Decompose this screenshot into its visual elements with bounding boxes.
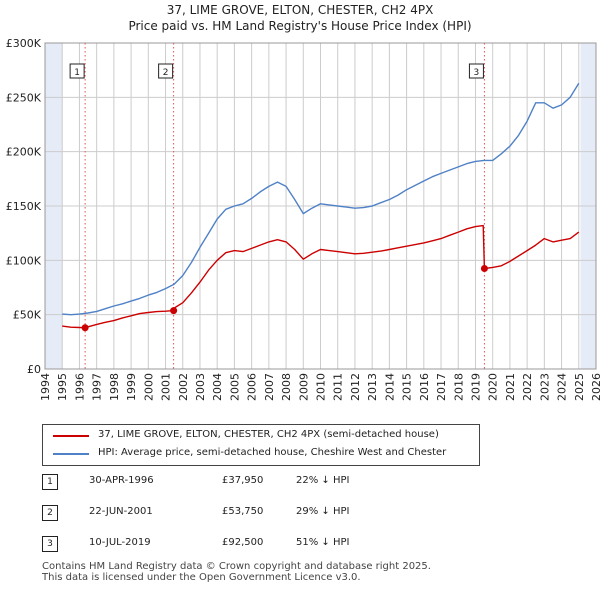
sale-2-label: 2 xyxy=(163,68,169,78)
legend: 37, LIME GROVE, ELTON, CHESTER, CH2 4PX … xyxy=(42,424,480,466)
x-tick-label: 2024 xyxy=(556,373,569,401)
x-tick-label: 2018 xyxy=(452,373,465,401)
x-tick-label: 2022 xyxy=(521,373,534,401)
property-series-line xyxy=(62,224,580,329)
x-tick-label: 2008 xyxy=(280,373,293,401)
x-tick-label: 2005 xyxy=(228,373,241,401)
x-tick-label: 2004 xyxy=(211,373,224,401)
legend-swatch-hpi xyxy=(53,453,89,455)
y-tick-label: £100K xyxy=(6,254,42,267)
y-tick-label: £200K xyxy=(6,146,42,159)
x-tick-label: 2002 xyxy=(177,373,190,401)
y-tick-label: £150K xyxy=(6,200,42,213)
transaction-marker: 3 xyxy=(42,536,58,552)
sale-1-label: 1 xyxy=(74,68,80,78)
sale-2-label-box xyxy=(158,63,174,79)
transaction-price: £37,950 xyxy=(222,475,264,486)
plot-frame xyxy=(44,42,597,370)
transaction-hpi: 22% ↓ HPI xyxy=(296,475,350,486)
x-tick-label: 2011 xyxy=(332,373,345,401)
table-row: 3 10-JUL-2019 £92,500 51% ↓ HPI xyxy=(42,534,442,554)
x-tick-label: 2019 xyxy=(469,373,482,401)
legend-label-hpi: HPI: Average price, semi-detached house,… xyxy=(98,447,447,458)
x-tick-label: 2009 xyxy=(297,373,310,401)
table-row: 2 22-JUN-2001 £53,750 29% ↓ HPI xyxy=(42,503,442,523)
transaction-date: 30-APR-1996 xyxy=(89,475,154,486)
legend-item-property: 37, LIME GROVE, ELTON, CHESTER, CH2 4PX … xyxy=(43,427,479,445)
footer-copyright: Contains HM Land Registry data © Crown c… xyxy=(42,561,431,572)
footer-licence: This data is licensed under the Open Gov… xyxy=(42,572,361,583)
x-tick-label: 2003 xyxy=(194,373,207,401)
y-tick-label: £300K xyxy=(6,37,42,50)
transaction-marker: 2 xyxy=(42,505,58,521)
x-tick-label: 1994 xyxy=(39,373,52,401)
price-chart: £0 £50K £100K £150K £200K £250K £300K 1994 1995 1… xyxy=(6,37,600,401)
x-tick-label: 2021 xyxy=(504,373,517,401)
sale-1-label-box xyxy=(69,63,85,79)
y-tick-label: £50K xyxy=(13,309,42,322)
table-row: 1 30-APR-1996 £37,950 22% ↓ HPI xyxy=(42,472,442,492)
chart-title: 37, LIME GROVE, ELTON, CHESTER, CH2 4PX xyxy=(166,3,434,17)
hpi-series-line xyxy=(62,82,580,316)
x-tick-label: 2026 xyxy=(590,373,600,401)
x-tick-label: 1995 xyxy=(56,373,69,401)
x-tick-label: 2006 xyxy=(246,373,259,401)
legend-swatch-property xyxy=(53,435,89,437)
x-tick-label: 2001 xyxy=(160,373,173,401)
x-tick-label: 2015 xyxy=(401,373,414,401)
sale-3-label: 3 xyxy=(474,68,480,78)
x-tick-label: 1999 xyxy=(125,373,138,401)
transaction-date: 22-JUN-2001 xyxy=(89,506,153,517)
x-tick-label: 2016 xyxy=(418,373,431,401)
sale-3-label-box xyxy=(468,63,484,79)
x-tick-label: 1998 xyxy=(108,373,121,401)
footer: Contains HM Land Registry data © Crown c… xyxy=(42,561,431,583)
x-tick-label: 2012 xyxy=(349,373,362,401)
transaction-price: £53,750 xyxy=(222,506,264,517)
x-tick-label: 2023 xyxy=(538,373,551,401)
sale-3-point xyxy=(480,264,488,272)
sale-1-point xyxy=(81,324,89,332)
sale-2-point xyxy=(170,307,178,315)
legend-item-hpi: HPI: Average price, semi-detached house,… xyxy=(43,445,479,463)
x-tick-label: 2025 xyxy=(573,373,586,401)
transaction-price: £92,500 xyxy=(222,537,264,548)
x-tick-label: 2007 xyxy=(263,373,276,401)
y-tick-label: £250K xyxy=(6,91,42,104)
x-tick-label: 2017 xyxy=(435,373,448,401)
y-tick-label: £0 xyxy=(27,363,41,376)
x-tick-label: 2014 xyxy=(383,373,396,401)
x-tick-label: 2010 xyxy=(315,373,328,401)
chart-subtitle: Price paid vs. HM Land Registry's House … xyxy=(128,19,472,33)
transaction-hpi: 29% ↓ HPI xyxy=(296,506,350,517)
transaction-hpi: 51% ↓ HPI xyxy=(296,537,350,548)
x-tick-label: 2013 xyxy=(366,373,379,401)
x-tick-label: 1997 xyxy=(91,373,104,401)
x-tick-label: 2020 xyxy=(487,373,500,401)
transaction-date: 10-JUL-2019 xyxy=(89,537,151,548)
x-tick-label: 1996 xyxy=(73,373,86,401)
x-tick-label: 2000 xyxy=(142,373,155,401)
transaction-marker: 1 xyxy=(42,474,58,490)
legend-label-property: 37, LIME GROVE, ELTON, CHESTER, CH2 4PX … xyxy=(98,429,439,440)
